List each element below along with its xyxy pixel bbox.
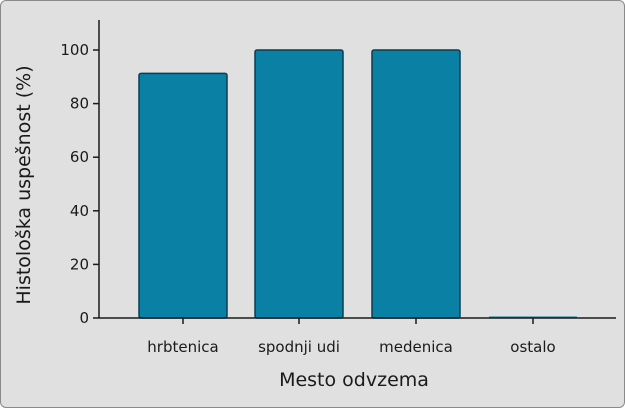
- x-tick-label: medenica: [379, 338, 453, 356]
- bars-group: [138, 49, 577, 319]
- y-axis-title: Histološka uspešnost (%): [13, 65, 35, 304]
- y-tick-label: 100: [60, 41, 89, 59]
- y-tick-label: 40: [70, 202, 89, 220]
- y-tick-label: 60: [70, 148, 89, 166]
- x-tick-label: spodnji udi: [258, 338, 340, 356]
- y-tick-label: 20: [70, 255, 89, 273]
- x-tick-label: hrbtenica: [147, 338, 218, 356]
- axes-group: [98, 20, 616, 319]
- x-ticks-group: hrbtenica spodnji udi medenica ostalo: [147, 318, 556, 356]
- bar-medenica: [371, 49, 461, 319]
- y-tick-label: 80: [70, 95, 89, 113]
- bar-hrbtenica: [138, 72, 228, 319]
- y-ticks-group: 0 20 40 60 80 100: [60, 41, 99, 327]
- x-tick-label: ostalo: [510, 338, 555, 356]
- bar-spodnji-udi: [254, 49, 344, 319]
- x-axis-title: Mesto odvzema: [279, 369, 429, 391]
- y-tick-label: 0: [79, 309, 89, 327]
